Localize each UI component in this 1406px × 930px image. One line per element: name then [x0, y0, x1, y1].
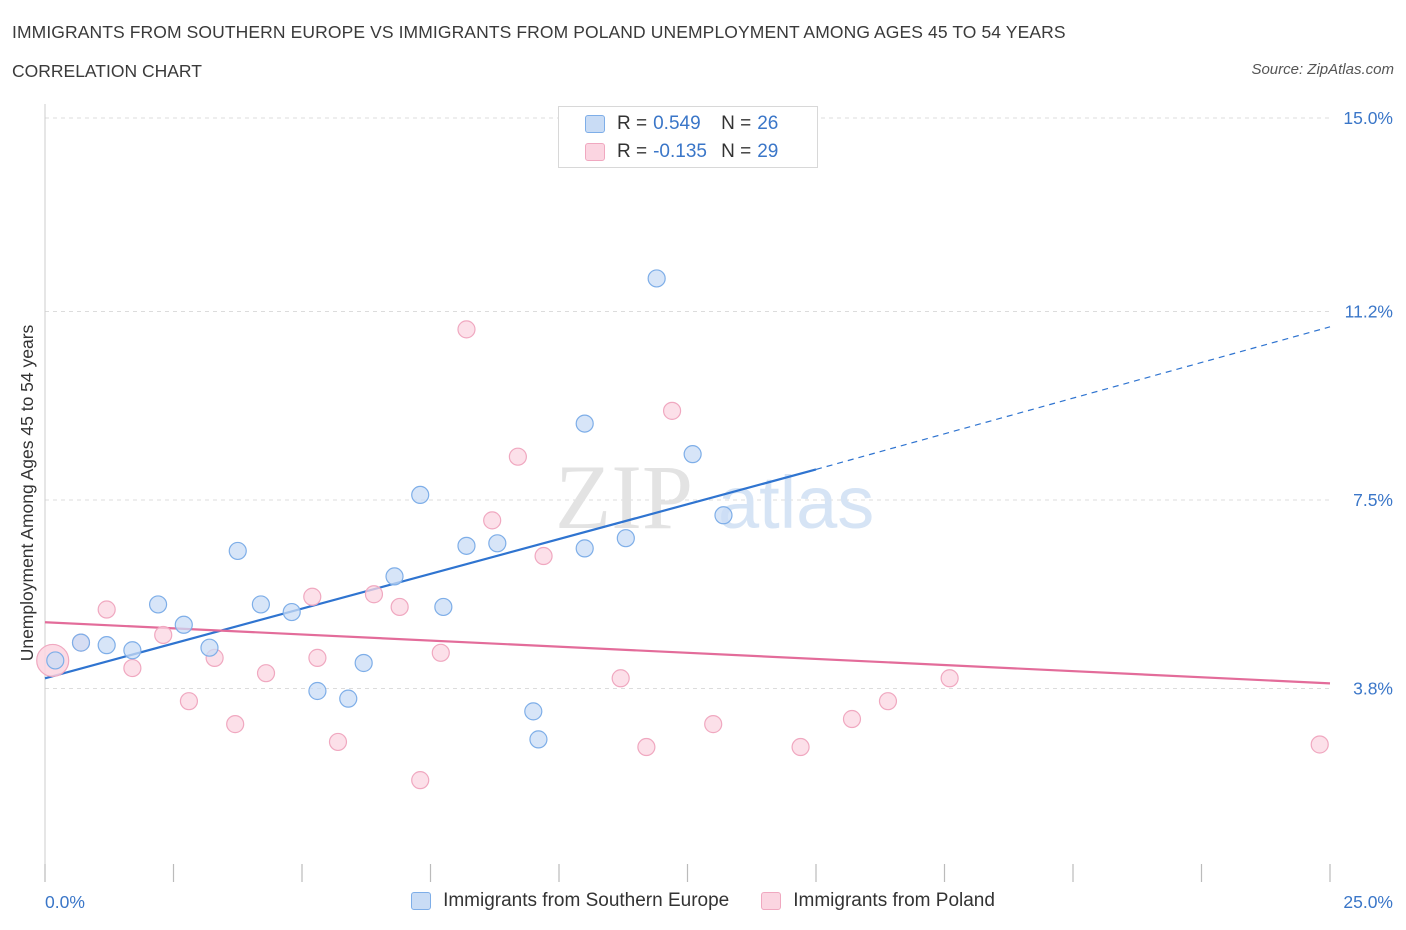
data-point — [791, 737, 810, 757]
axes — [44, 104, 1331, 882]
data-point — [228, 541, 247, 561]
data-point — [308, 648, 327, 667]
data-point — [339, 689, 358, 708]
data-point — [457, 536, 476, 555]
chart-title: IMMIGRANTS FROM SOUTHERN EUROPE VS IMMIG… — [12, 22, 1066, 42]
y-tick-label: 3.8% — [1353, 678, 1393, 698]
tick-labels: 3.8% 7.5% 11.2% 15.0% 0.0% 25.0% — [45, 108, 1393, 912]
chart-subtitle: CORRELATION CHART — [12, 61, 202, 81]
data-point — [200, 638, 219, 657]
data-point — [842, 709, 862, 729]
data-point — [434, 597, 453, 617]
data-point — [431, 643, 450, 662]
data-point — [611, 669, 630, 688]
data-point — [282, 602, 301, 622]
r-value: 0.549 — [653, 113, 701, 134]
n-label: N = — [721, 141, 752, 162]
n-label: N = — [721, 113, 752, 134]
grid-lines — [45, 117, 1330, 689]
y-tick-label: 15.0% — [1343, 108, 1393, 128]
n-value: 26 — [757, 113, 779, 134]
data-point — [483, 511, 502, 530]
legend-swatch-pink — [585, 143, 605, 161]
r-value: -0.135 — [653, 141, 707, 162]
data-point — [303, 587, 322, 606]
y-axis-label: Unemployment Among Ages 45 to 54 years — [17, 324, 37, 661]
data-point — [174, 615, 193, 634]
r-label: R = — [617, 113, 648, 134]
data-point — [524, 702, 543, 721]
x-tick-label: 25.0% — [1343, 892, 1393, 912]
legend-row-poland: R = -0.135 N = 29 — [585, 140, 778, 164]
data-point — [616, 529, 635, 548]
data-point — [154, 625, 173, 645]
legend-swatch-blue — [411, 892, 432, 910]
data-point — [390, 597, 409, 617]
data-point — [308, 681, 327, 701]
data-point — [508, 447, 527, 466]
data-points — [36, 269, 1329, 790]
watermark: ZIP atlas — [555, 446, 874, 548]
series-legend: Immigrants from Southern Europe Immigran… — [0, 890, 1406, 912]
legend-row-southern-europe: R = 0.549 N = 26 — [585, 112, 778, 136]
r-label: R = — [617, 141, 648, 162]
legend-swatch-blue — [585, 115, 605, 133]
data-point — [529, 730, 548, 749]
data-point — [71, 633, 91, 652]
data-point — [354, 653, 373, 673]
watermark-atlas: atlas — [718, 461, 874, 544]
trend-line — [44, 468, 817, 680]
data-point — [97, 600, 116, 619]
data-point — [534, 546, 553, 566]
data-point — [683, 445, 702, 464]
data-point — [662, 401, 682, 420]
data-point — [385, 567, 404, 586]
n-value: 29 — [757, 141, 779, 162]
data-point — [637, 737, 656, 757]
data-point — [123, 658, 142, 678]
data-point — [878, 692, 898, 711]
legend-label: Immigrants from Southern Europe — [443, 890, 730, 911]
data-point — [226, 715, 245, 734]
data-point — [328, 732, 348, 752]
data-point — [488, 534, 507, 553]
trend-line-extension — [815, 326, 1331, 471]
data-point — [97, 636, 116, 655]
y-tick-label: 11.2% — [1345, 302, 1393, 322]
source-label: Source: ZipAtlas.com — [1251, 61, 1394, 78]
data-point — [364, 585, 384, 604]
data-point — [251, 595, 270, 614]
trend-line — [44, 621, 1331, 685]
data-point — [179, 692, 199, 711]
legend-swatch-pink — [761, 892, 782, 910]
legend-item-southern-europe[interactable]: Immigrants from Southern Europe — [411, 890, 729, 912]
legend-label: Immigrants from Poland — [793, 890, 995, 911]
legend-item-poland[interactable]: Immigrants from Poland — [761, 890, 995, 912]
x-tick-label: 0.0% — [45, 892, 85, 912]
data-point — [123, 641, 142, 660]
data-point — [575, 414, 594, 433]
data-point — [256, 664, 276, 683]
trend-lines — [44, 326, 1331, 685]
data-point — [714, 506, 733, 525]
data-point — [46, 651, 65, 670]
data-point — [457, 320, 476, 339]
data-point — [575, 539, 594, 558]
data-point — [1310, 735, 1329, 754]
data-point — [411, 485, 430, 505]
data-point — [704, 715, 723, 734]
data-point — [148, 595, 168, 614]
data-point — [940, 669, 959, 688]
data-point — [411, 771, 430, 790]
y-tick-label: 7.5% — [1353, 490, 1393, 510]
correlation-legend: R = 0.549 N = 26 R = -0.135 N = 29 — [558, 106, 818, 168]
data-point — [647, 269, 666, 288]
